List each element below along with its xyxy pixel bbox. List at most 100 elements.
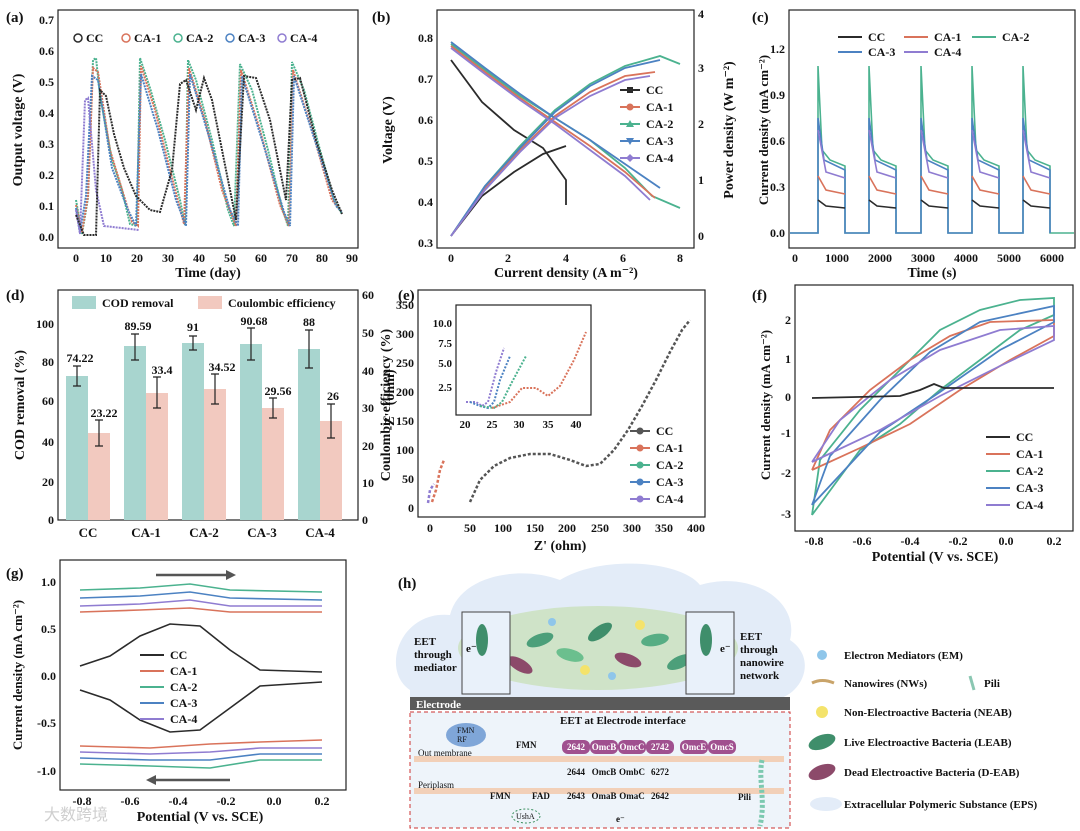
panel-c-frame [788,9,1076,249]
panel-c-yticks: 0.0 0.3 0.6 0.9 1.2 [770,42,785,240]
svg-text:4: 4 [698,7,704,21]
panel-a-yticks: 0.0 0.1 0.2 0.3 0.4 0.5 0.6 0.7 [39,13,54,244]
svg-text:3: 3 [698,61,704,75]
svg-text:250: 250 [396,356,414,370]
panel-c-label: (c) [752,10,769,26]
svg-text:3000: 3000 [911,251,935,265]
panel-e-yticks: 0 50 100 150 200 250 300 350 [396,298,414,515]
legend-ca3: CA-3 [868,45,895,59]
panel-a-curves [75,56,343,236]
panel-a-label: (a) [6,10,24,26]
svg-text:300: 300 [623,521,641,535]
interface-title: EET at Electrode interface [560,715,686,727]
electrode-bar [410,697,790,710]
panel-e-label: (e) [398,288,415,304]
legend-ca4: CA-4 [1016,498,1043,512]
bar-cod-ca4 [298,349,320,520]
svg-text:0: 0 [448,251,454,265]
cod-label-ca3: 90.68 [241,314,268,328]
fmn-periplasm-label: FMN [490,791,511,801]
svg-text:1: 1 [698,173,704,187]
svg-text:0.3: 0.3 [418,236,433,250]
svg-text:150: 150 [526,521,544,535]
cod-label-cc: 74.22 [67,351,94,365]
svg-text:350: 350 [655,521,673,535]
svg-text:0.6: 0.6 [770,134,785,148]
panel-d-categories: CC CA-1 CA-2 CA-3 CA-4 [79,525,336,540]
panel-d-errorbars [73,327,335,447]
svg-text:0.3: 0.3 [39,137,54,151]
curve-ca2-reverse [79,759,322,769]
panel-b-ylabel-left: Voltage (V) [381,96,396,164]
panel-c: (c) 0.0 0.3 0.6 0.9 1.2 0 1000 2000 3000… [752,9,1076,281]
mediator-box [461,611,511,695]
curve-ca3 [75,73,343,233]
legend-cc: CC [86,31,103,45]
usha-blob [511,808,541,824]
svg-text:50: 50 [362,326,374,340]
curve-ca4-voltage [450,47,651,201]
svg-text:2742: 2742 [651,742,670,752]
legend-ca2: CA-2 [646,117,673,131]
svg-text:0: 0 [792,251,798,265]
svg-text:0.9: 0.9 [770,88,785,102]
svg-text:20: 20 [460,419,472,431]
svg-text:30: 30 [514,419,526,431]
svg-text:100: 100 [396,443,414,457]
legend-ca2: CA-2 [1016,464,1043,478]
ce-label-ca1: 33.4 [152,363,173,377]
watermark: 大数跨境 [44,805,108,824]
panel-e-xticks: 0 50 100 150 200 250 300 350 400 [427,521,705,535]
svg-text:OmcC: OmcC [620,742,645,752]
svg-text:CA-1: CA-1 [131,525,161,540]
svg-text:0: 0 [48,513,54,527]
svg-text:0.6: 0.6 [418,113,433,127]
panel-g-frame [59,559,347,791]
legend-cc: CC [170,648,187,662]
svg-text:-0.8: -0.8 [805,534,824,548]
svg-text:mediator: mediator [414,662,457,674]
cod-label-ca2: 91 [187,320,199,334]
legend-ca2: CA-2 [186,31,213,45]
svg-text:35: 35 [543,419,555,431]
svg-text:2: 2 [785,313,791,327]
svg-text:0.4: 0.4 [418,195,433,209]
legend-ca4-marker [277,33,287,43]
svg-text:CA-3: CA-3 [247,525,277,540]
panel-d-bars [66,343,342,520]
svg-text:50: 50 [224,251,236,265]
svg-text:0.3: 0.3 [770,180,785,194]
fmn-red-label: FMN [516,740,537,750]
svg-text:-0.2: -0.2 [949,534,968,548]
panel-h-legend: Electron Mediators (EM) Nanowires (NWs) … [808,650,1038,811]
panel-b: (b) 0.3 0.4 0.5 0.6 0.7 0.8 0 1 2 3 4 0 … [372,7,737,281]
legend-nw: Nanowires (NWs) [844,678,928,690]
svg-text:10: 10 [100,251,112,265]
legend-ca1: CA-1 [170,664,197,678]
svg-text:0.0: 0.0 [39,230,54,244]
out-membrane-label: Out membrane [418,748,472,758]
svg-text:250: 250 [591,521,609,535]
svg-text:-0.6: -0.6 [853,534,872,548]
svg-text:-2: -2 [781,466,791,480]
svg-text:through: through [414,649,452,661]
legend-cc: CC [1016,430,1033,444]
electron-label-right: e⁻ [720,643,731,655]
svg-text:0.2: 0.2 [39,168,54,182]
legend-ce-swatch [198,296,222,309]
panel-g-label: (g) [6,566,24,582]
svg-text:0.4: 0.4 [39,106,54,120]
curve-ca2-forward [79,583,323,593]
panel-b-curves [450,41,681,237]
bar-ce-ca3 [262,408,284,520]
panel-f-ylabel: Current density (mA cm⁻²) [758,330,773,480]
panel-c-xticks: 0 1000 2000 3000 4000 5000 6000 [792,251,1064,265]
electron-label-left: e⁻ [466,643,477,655]
panel-g-curves [79,583,323,769]
svg-text:100: 100 [494,521,512,535]
svg-text:80: 80 [316,251,328,265]
svg-text:0: 0 [362,513,368,527]
panel-c-xlabel: Time (s) [907,266,956,281]
curve-ca3-power [450,59,661,237]
